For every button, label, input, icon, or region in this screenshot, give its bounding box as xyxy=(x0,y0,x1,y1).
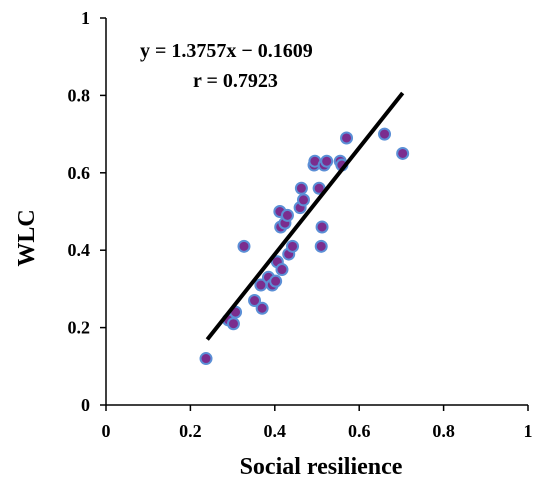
data-point xyxy=(396,146,410,160)
y-tick-label: 0.8 xyxy=(68,85,91,105)
y-tick-label: 0.4 xyxy=(68,240,91,260)
x-tick-label: 0.2 xyxy=(179,421,202,441)
data-point xyxy=(296,193,310,207)
x-tick-label: 0.8 xyxy=(432,421,455,441)
y-tick-label: 0.2 xyxy=(68,318,91,338)
y-axis-ticks: 0 0.2 0.4 0.6 0.8 1 xyxy=(68,8,106,415)
data-point xyxy=(320,154,334,168)
x-axis-title: Social resilience xyxy=(240,454,403,480)
x-tick-label: 0 xyxy=(102,421,111,441)
data-point xyxy=(340,131,354,145)
data-point xyxy=(286,239,300,253)
y-tick-label: 0 xyxy=(81,395,90,415)
data-point xyxy=(275,263,289,277)
data-point xyxy=(314,239,328,253)
x-tick-label: 0.6 xyxy=(348,421,371,441)
data-point xyxy=(237,239,251,253)
data-point xyxy=(255,301,269,315)
correlation-coefficient: r = 0.7923 xyxy=(193,70,278,92)
data-point xyxy=(199,352,213,366)
data-point xyxy=(226,317,240,331)
data-point xyxy=(315,220,329,234)
x-tick-label: 1 xyxy=(524,421,533,441)
trendline xyxy=(205,91,405,341)
data-point xyxy=(269,274,283,288)
y-tick-label: 1 xyxy=(81,8,90,28)
data-point xyxy=(280,208,294,222)
x-axis-ticks: 0 0.2 0.4 0.6 0.8 1 xyxy=(102,405,533,441)
axes xyxy=(105,18,528,406)
regression-equation: y = 1.3757x − 0.1609 xyxy=(140,40,313,62)
data-point xyxy=(294,181,308,195)
data-point xyxy=(248,294,262,308)
data-points xyxy=(199,127,410,366)
y-axis-title: WLC xyxy=(14,209,40,266)
data-point xyxy=(378,127,392,141)
y-tick-label: 0.6 xyxy=(68,163,91,183)
x-tick-label: 0.4 xyxy=(264,421,287,441)
